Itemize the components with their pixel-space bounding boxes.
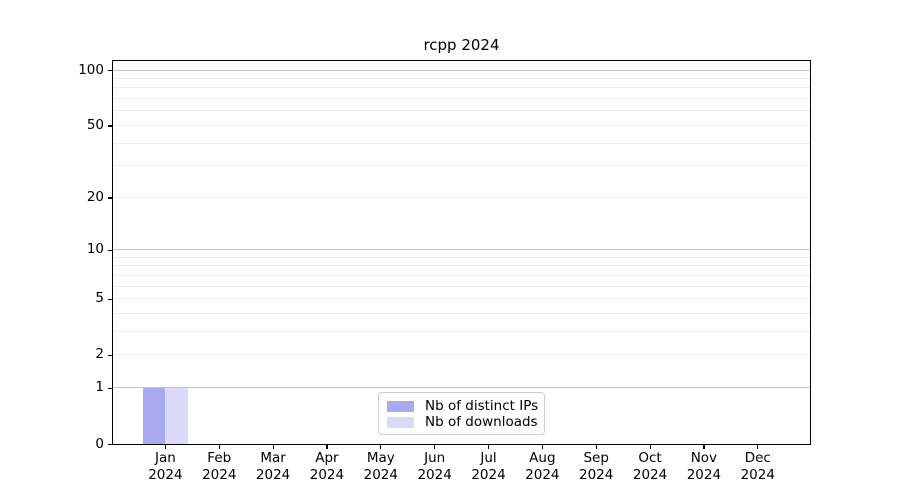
x-axis-label-month: Apr [315,450,339,466]
y-axis-label: 2 [95,346,104,363]
legend-label-downloads: Nb of downloads [425,414,538,430]
x-axis-label: Oct 2024 [620,450,680,484]
x-axis-label-year: 2024 [309,467,345,483]
x-axis-label: Jul 2024 [459,450,519,484]
x-axis-label-month: Feb [207,450,232,466]
legend-swatch-distinct-ips [387,400,414,412]
gridline-minor [113,196,810,198]
y-axis-label: 1 [95,379,104,396]
y-axis-tick [108,70,112,72]
x-axis-label-year: 2024 [740,467,775,483]
x-axis-label: May 2024 [351,450,411,484]
x-axis-label-year: 2024 [632,467,668,483]
gridline-minor [113,98,810,100]
plot-area [112,60,811,445]
x-axis-label-year: 2024 [148,467,183,483]
legend: Nb of distinct IPs Nb of downloads [378,392,545,435]
x-axis-label-year: 2024 [417,467,452,483]
x-axis-label: Jan 2024 [135,450,195,484]
x-axis-label-year: 2024 [525,467,560,483]
x-axis-tick [541,445,544,449]
gridline-minor [113,256,810,258]
x-axis-tick [326,445,328,449]
x-axis-label: Aug 2024 [512,450,572,484]
gridline-minor [113,265,810,267]
x-axis-tick [272,445,274,449]
x-axis-label-month: Jul [480,450,497,466]
x-axis-label-year: 2024 [686,467,722,483]
x-axis-label: Sep 2024 [566,450,626,484]
x-axis-label-month: Oct [638,450,662,466]
gridline-minor [113,275,810,277]
x-axis-tick [164,445,167,449]
x-axis-label-month: Mar [260,450,286,466]
y-axis-label: 10 [86,241,104,258]
x-axis-label-month: May [366,450,395,466]
x-axis-label-month: Aug [529,450,556,466]
x-axis-label-month: Jun [424,450,446,466]
x-axis-label-month: Jan [154,450,176,466]
gridline-major [113,387,810,389]
y-axis-tick [108,125,112,127]
x-axis-label: Dec 2024 [728,450,788,484]
x-axis-label: Nov 2024 [674,450,734,484]
y-axis-tick [108,387,112,390]
gridline-minor [113,354,810,356]
chart-title: rcpp 2024 [423,36,500,54]
legend-item-downloads: Nb of downloads [387,414,538,430]
gridline-minor [113,78,810,80]
bar-downloads [165,387,188,444]
y-axis-label: 20 [86,188,104,205]
gridline-minor [113,124,810,126]
x-axis-label: Feb 2024 [189,450,249,484]
y-axis-tick [108,298,112,301]
x-axis-tick [488,445,490,449]
x-axis-tick [434,445,436,449]
gridline-minor [113,331,810,333]
gridline-minor [113,313,810,315]
x-axis-label-year: 2024 [255,467,291,483]
x-axis-tick [218,445,220,449]
y-axis-tick [108,249,112,251]
x-axis-label-month: Sep [583,450,609,466]
x-axis-label: Mar 2024 [243,450,303,484]
y-axis-label: 100 [78,61,104,78]
y-axis-tick [108,197,112,199]
x-axis-label: Jun 2024 [405,450,465,484]
x-axis-tick [757,445,759,449]
y-axis-tick [108,444,112,446]
gridline-minor [113,165,810,167]
x-axis-tick [380,445,382,449]
x-axis-label-year: 2024 [471,467,506,483]
legend-item-distinct-ips: Nb of distinct IPs [387,398,539,414]
y-axis-label: 5 [95,290,104,307]
gridline-major [113,249,810,251]
x-axis-label-month: Dec [744,450,771,466]
x-axis-tick [703,445,705,449]
x-axis-label-year: 2024 [202,467,237,483]
legend-swatch-downloads [387,416,414,428]
y-axis-tick [108,354,112,357]
y-axis-label: 0 [95,435,104,452]
gridline-minor [113,298,810,300]
y-axis-label: 50 [86,116,104,133]
x-axis-tick [595,445,597,449]
gridline-minor [113,87,810,89]
x-axis-label-year: 2024 [363,467,398,483]
gridline-minor [113,142,810,144]
x-axis-label: Apr 2024 [297,450,357,484]
x-axis-label-month: Nov [690,450,718,466]
x-axis-tick [649,445,651,449]
gridline-minor [113,285,810,287]
x-axis-label-year: 2024 [579,467,614,483]
bar-distinct-ips [143,387,166,444]
legend-label-distinct-ips: Nb of distinct IPs [425,398,539,414]
gridline-major [113,69,810,71]
gridline-minor [113,110,810,112]
